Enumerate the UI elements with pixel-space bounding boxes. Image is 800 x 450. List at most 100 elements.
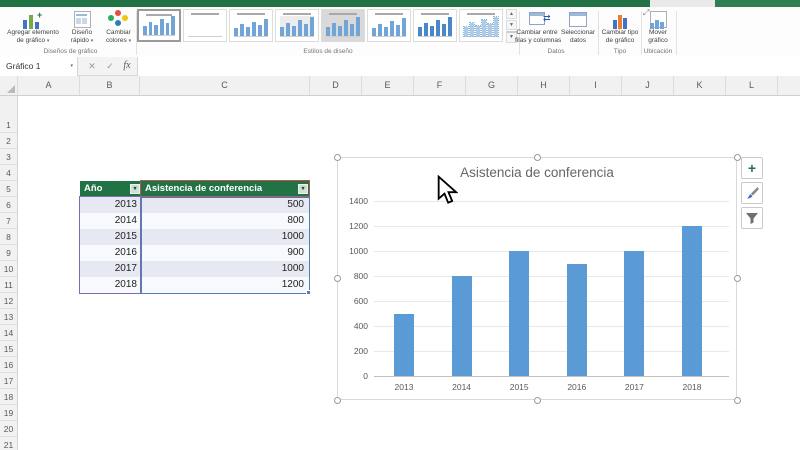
select-all-corner[interactable] — [0, 76, 18, 95]
row-header-19[interactable]: 19 — [0, 405, 17, 421]
chart-style-thumbnail-5[interactable] — [321, 9, 365, 42]
table-cell-value-2013[interactable]: 500 — [142, 197, 310, 213]
row-header-18[interactable]: 18 — [0, 389, 17, 405]
table-cell-year-2015[interactable]: 2015 — [80, 229, 142, 245]
move-chart-button[interactable]: ⤢ Mover gráfico — [643, 8, 673, 53]
group-label-chart-layouts: Diseños de gráfico — [43, 48, 98, 55]
row-header-12[interactable]: 12 — [0, 293, 17, 309]
bar-2016[interactable] — [566, 263, 587, 376]
table-cell-year-2017[interactable]: 2017 — [80, 261, 142, 277]
row-header-5[interactable]: 5 — [0, 181, 17, 197]
column-header-C[interactable]: C — [140, 76, 310, 95]
column-header-I[interactable]: I — [570, 76, 622, 95]
table-cell-value-2018[interactable]: 1200 — [142, 277, 310, 293]
row-header-4[interactable]: 4 — [0, 165, 17, 181]
change-chart-type-button[interactable]: Cambiar tipo de gráfico — [600, 9, 640, 53]
selection-handle[interactable] — [333, 275, 341, 282]
row-header-6[interactable]: 6 — [0, 197, 17, 213]
selection-handle[interactable] — [733, 275, 741, 282]
active-ribbon-tab-notch[interactable] — [650, 0, 715, 7]
chart-styles-button[interactable] — [741, 182, 763, 204]
table-cell-value-2015[interactable]: 1000 — [142, 229, 310, 245]
column-header-F[interactable]: F — [414, 76, 466, 95]
column-header-L[interactable]: L — [726, 76, 778, 95]
chart-title[interactable]: Asistencia de conferencia — [460, 165, 614, 180]
row-header-15[interactable]: 15 — [0, 341, 17, 357]
row-header-2[interactable]: 2 — [0, 133, 17, 149]
chart-filters-button[interactable] — [741, 207, 763, 229]
column-header-K[interactable]: K — [674, 76, 726, 95]
row-header-14[interactable]: 14 — [0, 325, 17, 341]
selection-handle[interactable] — [333, 396, 341, 404]
row-header-3[interactable]: 3 — [0, 149, 17, 165]
row-header-16[interactable]: 16 — [0, 357, 17, 373]
bar-2013[interactable] — [394, 313, 414, 376]
add-chart-element-button[interactable]: + Agregar elemento de gráfico ▾ — [4, 9, 62, 53]
column-header-B[interactable]: B — [80, 76, 140, 95]
change-chart-type-icon — [600, 10, 640, 29]
column-header-J[interactable]: J — [622, 76, 674, 95]
filter-dropdown-icon[interactable]: ▾ — [298, 184, 308, 194]
table-cell-value-2014[interactable]: 800 — [142, 213, 310, 229]
table-cell-year-2016[interactable]: 2016 — [80, 245, 142, 261]
table-cell-value-2016[interactable]: 900 — [142, 245, 310, 261]
thumbnail-title-line — [329, 13, 357, 15]
table-cell-year-2014[interactable]: 2014 — [80, 213, 142, 229]
filter-dropdown-icon[interactable]: ▾ — [130, 184, 140, 194]
table-cell-year-2013[interactable]: 2013 — [80, 197, 142, 213]
chart-elements-button[interactable]: + — [741, 157, 763, 179]
cancel-icon[interactable]: ✕ — [88, 61, 96, 71]
change-colors-button[interactable]: Cambiar colores ▾ — [100, 9, 137, 53]
chart-style-thumbnail-8[interactable] — [459, 9, 503, 42]
column-header-E[interactable]: E — [362, 76, 414, 95]
row-header-13[interactable]: 13 — [0, 309, 17, 325]
row-header-7[interactable]: 7 — [0, 213, 17, 229]
row-header-1[interactable]: 1 — [0, 117, 17, 133]
chart-style-thumbnail-3[interactable] — [229, 9, 273, 42]
gridline-1000 — [374, 251, 729, 252]
name-box[interactable]: Gráfico 1 ▾ — [0, 57, 78, 76]
bar-2014[interactable] — [451, 276, 472, 376]
table-cell-year-2018[interactable]: 2018 — [80, 277, 142, 293]
row-header-9[interactable]: 9 — [0, 245, 17, 261]
column-header-D[interactable]: D — [310, 76, 362, 95]
chart-style-thumbnail-6[interactable] — [367, 9, 411, 42]
bar-2017[interactable] — [624, 251, 645, 376]
selection-handle[interactable] — [333, 153, 341, 161]
thumbnail-title-line — [191, 13, 219, 15]
enter-icon[interactable]: ✓ — [106, 61, 114, 71]
gallery-scroll-down-button[interactable]: ▼ — [506, 20, 517, 30]
name-box-dropdown-icon[interactable]: ▾ — [70, 63, 73, 69]
row-header-8[interactable]: 8 — [0, 229, 17, 245]
selection-handle[interactable] — [533, 396, 541, 404]
row-header-21[interactable]: 21 — [0, 437, 17, 450]
chart-style-thumbnail-7[interactable] — [413, 9, 457, 42]
table-header-year[interactable]: Año ▾ — [80, 181, 142, 197]
selection-handle[interactable] — [733, 153, 741, 161]
table-cell-value-2017[interactable]: 1000 — [142, 261, 310, 277]
chart-style-thumbnail-2[interactable] — [183, 9, 227, 42]
bar-2018[interactable] — [682, 226, 702, 376]
bar-2015[interactable] — [509, 251, 530, 376]
y-axis-label-0: 0 — [363, 371, 368, 381]
selection-handle[interactable] — [733, 396, 741, 404]
column-header-G[interactable]: G — [466, 76, 518, 95]
chart-style-thumbnail-1[interactable] — [137, 9, 181, 42]
formula-input[interactable] — [137, 57, 800, 76]
column-header-H[interactable]: H — [518, 76, 570, 95]
gallery-more-button[interactable]: ▼ — [506, 31, 517, 43]
row-header-20[interactable]: 20 — [0, 421, 17, 437]
chart-style-thumbnail-4[interactable] — [275, 9, 319, 42]
select-data-button[interactable]: Seleccionar datos — [559, 9, 597, 53]
row-header-17[interactable]: 17 — [0, 373, 17, 389]
gallery-scroll-up-button[interactable]: ▲ — [506, 9, 517, 19]
column-header-A[interactable]: A — [18, 76, 80, 95]
switch-row-column-button[interactable]: ⇄ Cambiar entre filas y columnas — [515, 9, 561, 53]
table-header-attendance[interactable]: Asistencia de conferencia ▾ — [142, 181, 310, 197]
column-chart[interactable]: Asistencia de conferencia 1400 1200 1000 80… — [337, 157, 737, 400]
quick-layout-button[interactable]: Diseño rápido ▾ — [64, 9, 100, 53]
row-header-11[interactable]: 11 — [0, 277, 17, 293]
row-header-10[interactable]: 10 — [0, 261, 17, 277]
selection-handle[interactable] — [533, 153, 541, 161]
insert-function-icon[interactable]: fx — [123, 60, 131, 71]
